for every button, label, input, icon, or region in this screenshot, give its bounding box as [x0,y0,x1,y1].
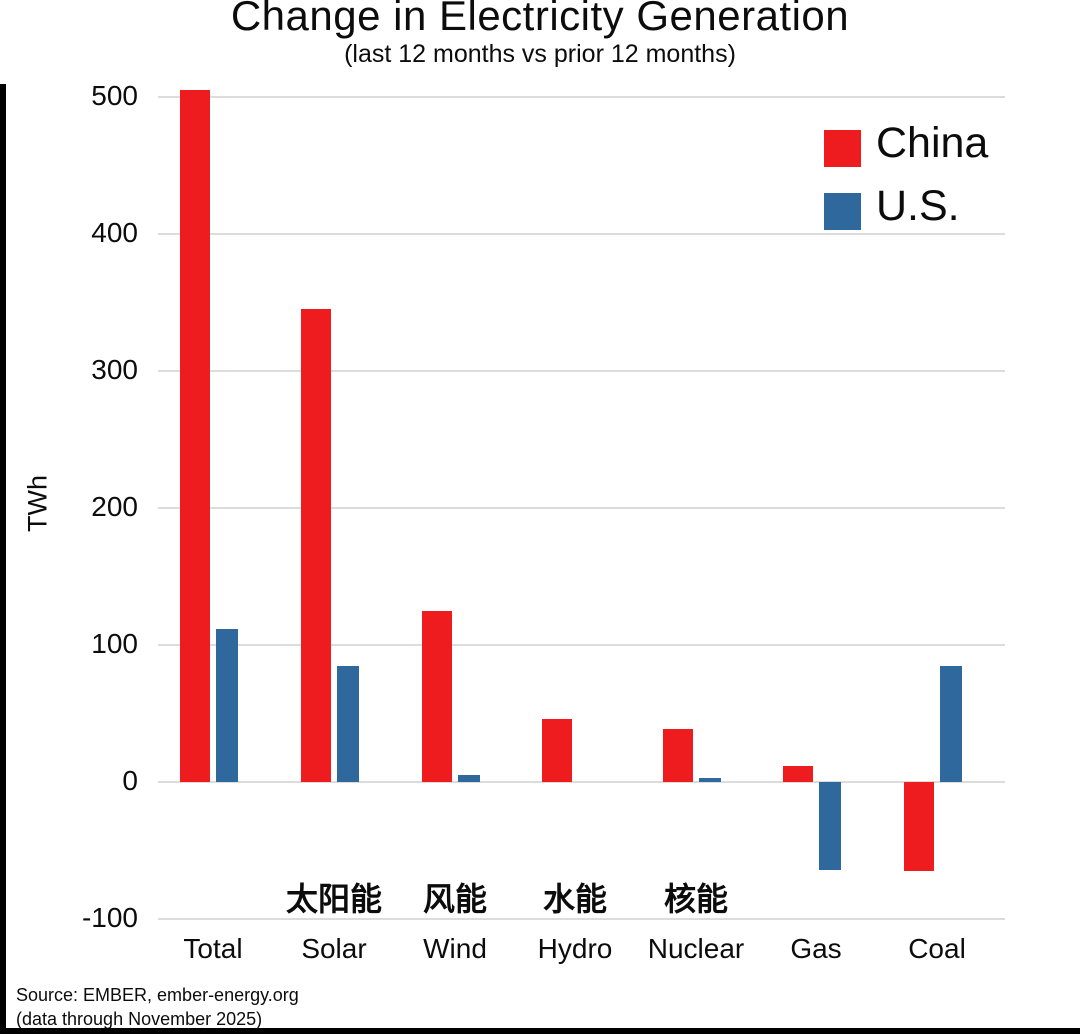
gridline-100 [158,644,1005,646]
bar-china-coal [904,782,934,872]
chart-title: Change in Electricity Generation [230,0,850,39]
chart-subtitle: (last 12 months vs prior 12 months) [344,40,736,68]
category-label-chinese-wind: 风能 [422,881,488,917]
bar-us-wind [458,775,480,782]
x-category-label-gas: Gas [790,933,842,964]
bar-china-hydro [542,718,572,782]
bar-us-nuclear [699,777,721,782]
bar-us-coal [940,665,962,782]
gridline-500 [158,96,1005,98]
bar-china-total [180,90,210,782]
source-line-1: Source: EMBER, ember-energy.org [16,985,299,1005]
y-tick-label-400: 400 [91,217,138,248]
x-category-label-coal: Coal [908,933,966,964]
source-note: Source: EMBER, ember-energy.org (data th… [16,983,299,1031]
y-tick-label-0: 0 [122,765,138,796]
gridline-0 [158,781,1005,783]
x-category-label-solar: Solar [301,933,367,964]
frame-left-edge [0,84,6,1034]
x-category-label-total: Total [183,933,243,964]
bar-us-gas [819,782,841,870]
category-label-chinese-solar: 太阳能 [285,881,383,917]
bar-us-total [216,628,238,782]
gridline--100 [158,918,1005,920]
y-tick-label--100: -100 [81,902,138,933]
x-category-label-wind: Wind [423,933,487,964]
bar-china-gas [783,765,813,782]
frame-bottom-edge [0,1028,1080,1034]
plot-area [158,90,1005,920]
category-label-chinese-nuclear: 核能 [663,881,729,917]
source-line-2: (data through November 2025) [16,1009,263,1029]
y-tick-label-100: 100 [91,628,138,659]
x-category-label-hydro: Hydro [537,933,613,964]
bar-china-nuclear [663,728,693,782]
legend-swatch-us [824,193,861,230]
legend-swatch-china [824,130,861,167]
y-tick-label-200: 200 [91,491,138,522]
category-label-chinese-hydro: 水能 [542,881,608,917]
bar-us-solar [337,665,359,782]
gridline-200 [158,507,1005,509]
legend-label-us: U.S. [876,182,960,230]
bar-china-wind [422,610,452,782]
y-tick-label-500: 500 [91,80,138,111]
gridline-400 [158,233,1005,235]
x-category-label-nuclear: Nuclear [647,933,745,964]
y-axis-label: TWh [22,475,53,532]
gridline-300 [158,370,1005,372]
bar-china-solar [301,309,331,782]
y-tick-label-300: 300 [91,354,138,385]
legend-label-china: China [876,119,989,167]
